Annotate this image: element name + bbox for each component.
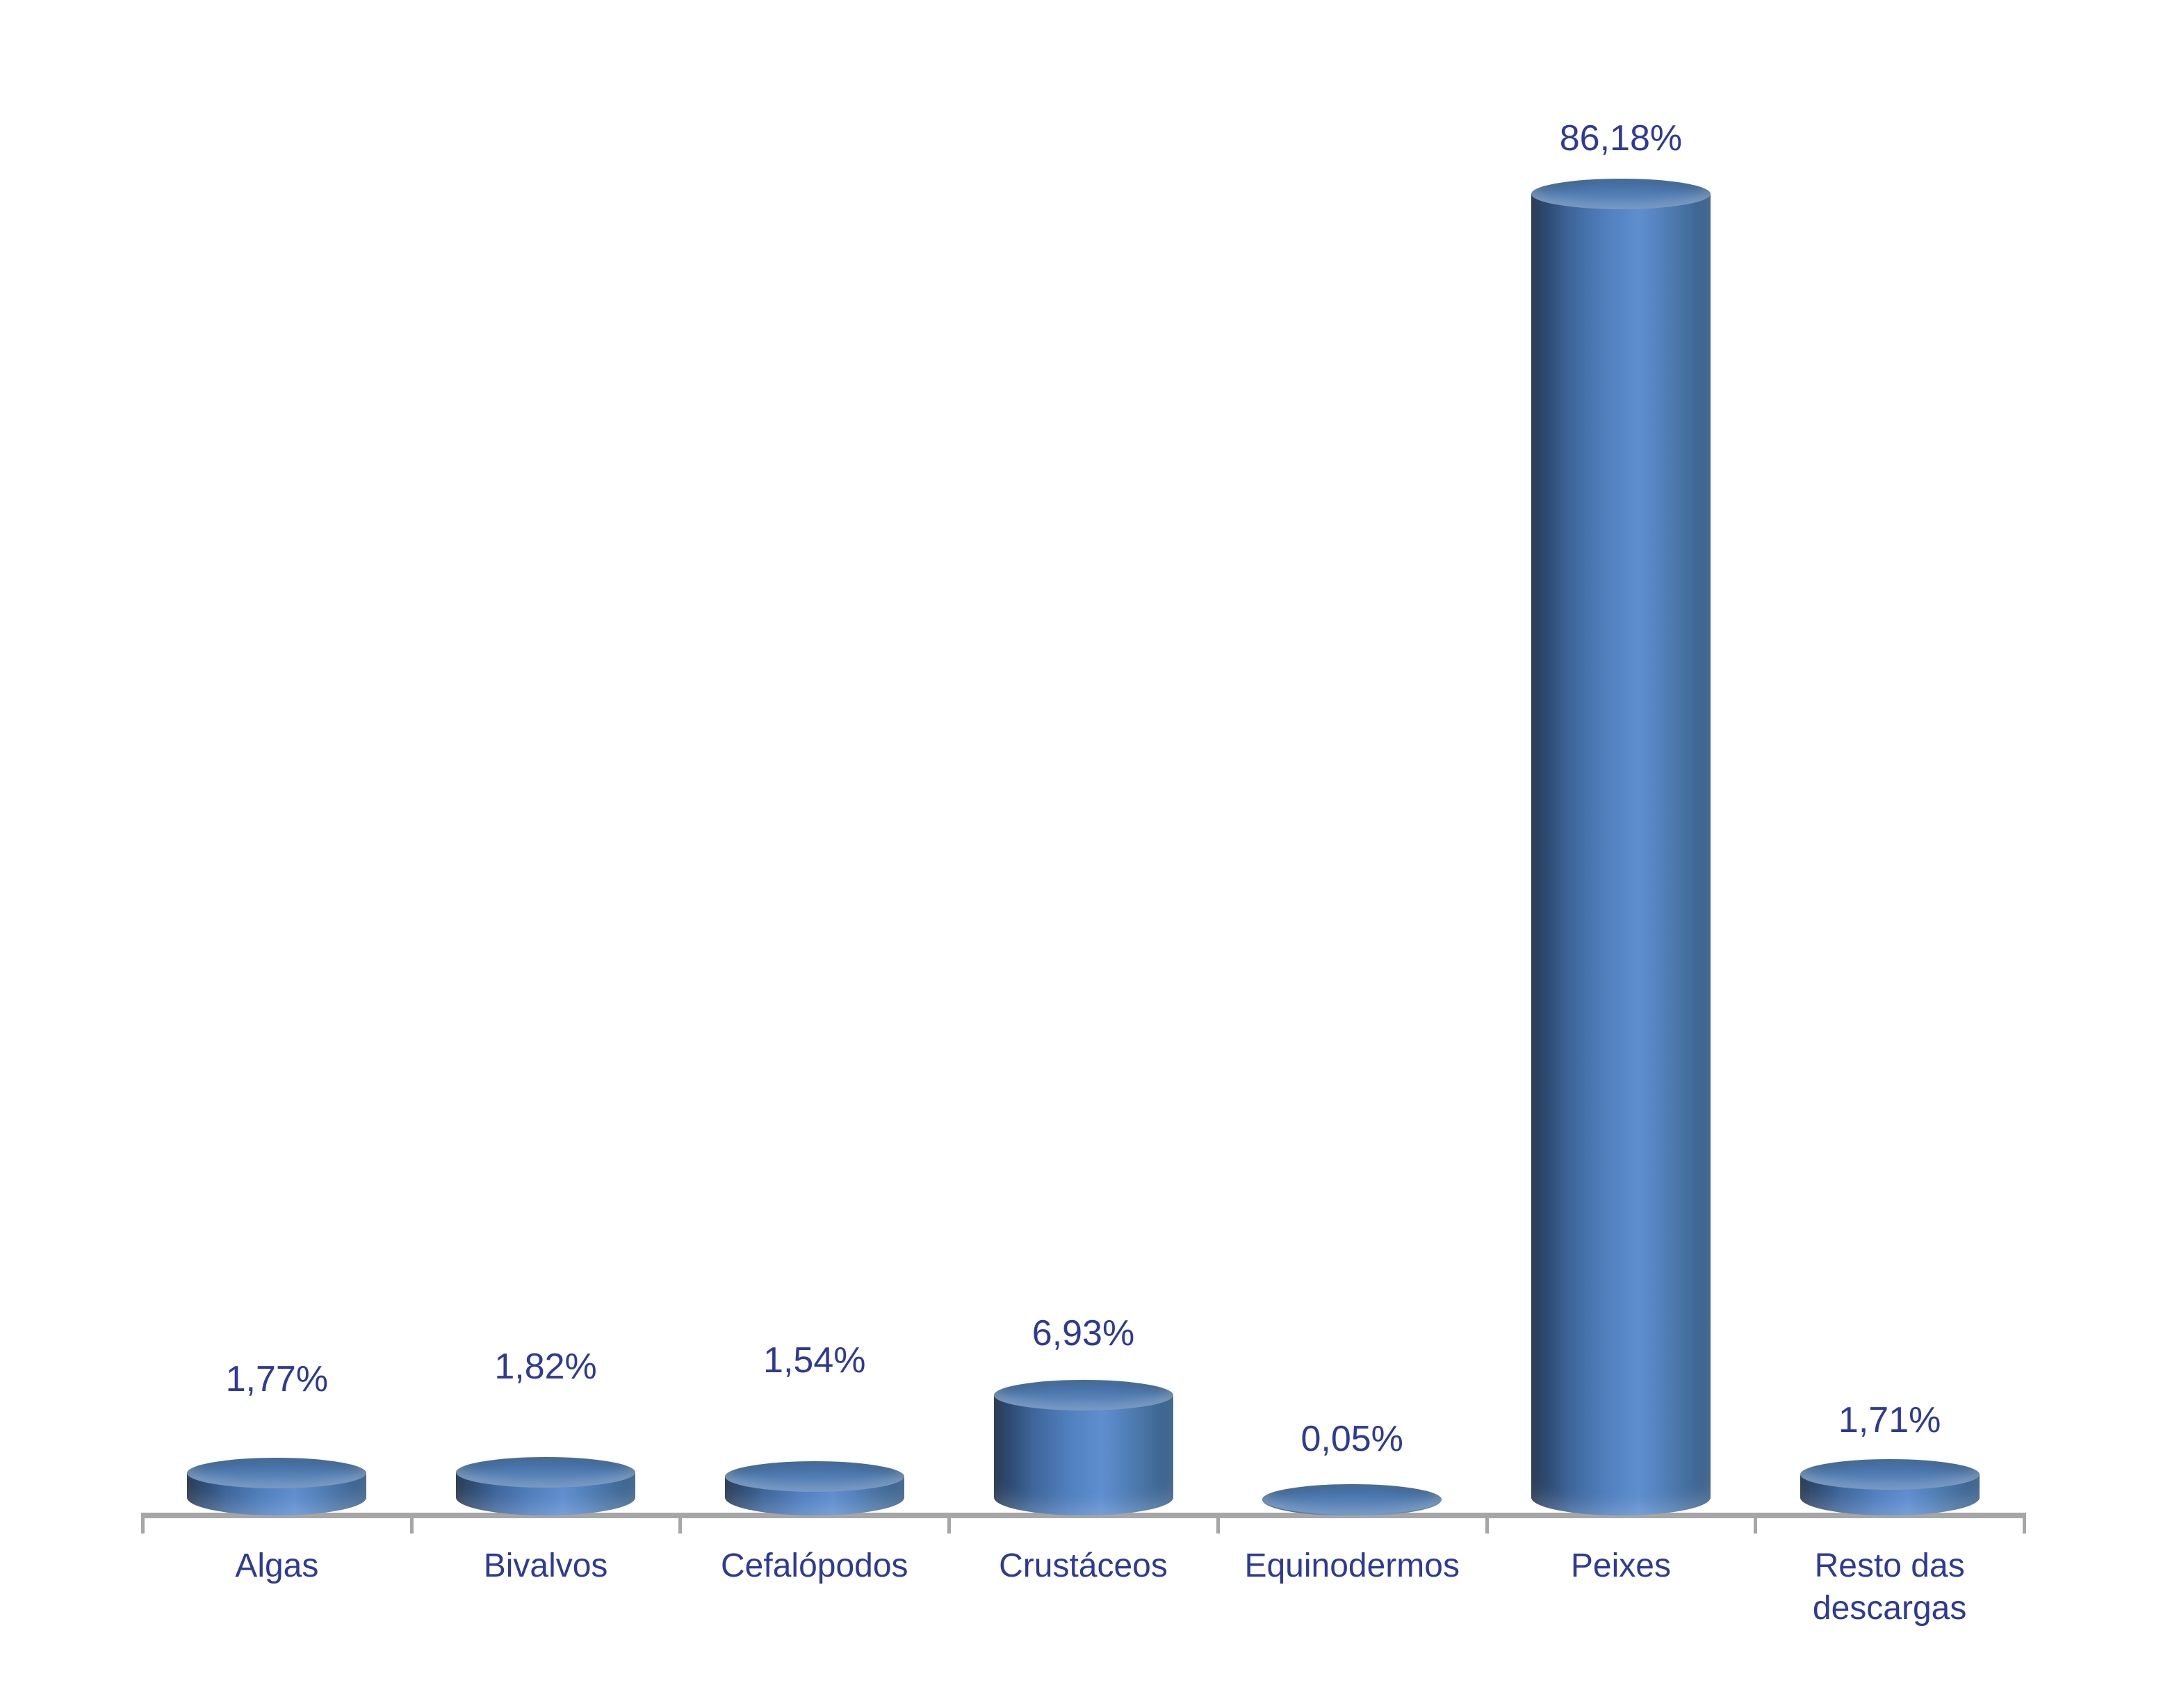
bar-cylinder-top-cap xyxy=(456,1457,636,1488)
x-axis-tick xyxy=(2023,1513,2026,1534)
bar-cylinder-top-cap xyxy=(1531,179,1711,210)
bar-cylinder-top-cap xyxy=(1262,1483,1442,1515)
data-label: 1,54% xyxy=(763,1340,866,1381)
data-label: 0,05% xyxy=(1300,1419,1403,1459)
x-axis-tick xyxy=(947,1513,952,1534)
category-label: Resto das descargas xyxy=(1812,1547,1967,1627)
bar-cylinder-top-cap xyxy=(1800,1458,1980,1490)
data-label: 1,71% xyxy=(1838,1400,1941,1440)
x-axis-tick xyxy=(1216,1513,1220,1534)
x-axis-tick xyxy=(141,1513,145,1534)
data-label: 1,82% xyxy=(494,1347,597,1387)
x-axis-tick xyxy=(1485,1513,1489,1534)
category-label: Algas xyxy=(235,1547,319,1584)
x-axis-tick xyxy=(678,1513,683,1534)
x-axis-line xyxy=(142,1513,2024,1518)
bar-cylinder-top-cap xyxy=(993,1379,1173,1410)
data-label: 1,77% xyxy=(225,1359,329,1399)
category-label: Equinodermos xyxy=(1244,1547,1460,1584)
bar-cylinder-body xyxy=(993,1394,1173,1515)
category-label: Cefalópodos xyxy=(721,1547,908,1584)
bar-cylinder-top-cap xyxy=(187,1458,367,1489)
category-label: Crustáceos xyxy=(999,1547,1168,1584)
x-axis-tick xyxy=(1754,1513,1758,1534)
category-label: Bivalvos xyxy=(483,1547,608,1584)
data-label: 6,93% xyxy=(1031,1313,1135,1353)
data-label: 86,18% xyxy=(1559,118,1683,158)
bar-cylinder-top-cap xyxy=(724,1461,904,1493)
bar-cylinder-body xyxy=(1531,194,1711,1515)
category-label: Peixes xyxy=(1570,1547,1671,1584)
x-axis-tick xyxy=(409,1513,414,1534)
